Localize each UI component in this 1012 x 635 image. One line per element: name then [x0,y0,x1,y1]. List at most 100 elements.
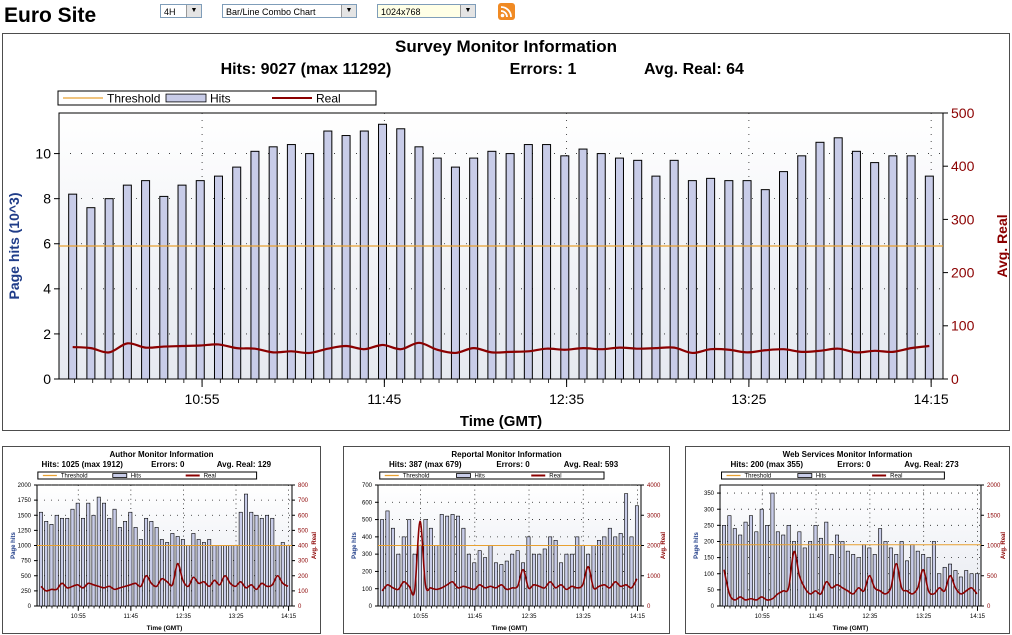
errors-summary: Errors: 1 [510,61,577,78]
hits-bar [748,515,753,607]
hits-bar [856,557,861,607]
hits-bar [159,195,169,380]
hits-summary: Hits: 387 (max 679) [389,460,462,469]
hits-bar [196,539,201,607]
hits-bar [727,515,732,607]
avg-real-summary: Avg. Real: 273 [904,460,959,469]
legend-threshold-label: Threshold [107,91,160,105]
hits-bar [548,536,553,607]
hits-bar [68,193,78,380]
hits-bar [286,144,296,380]
hits-bar [596,153,606,380]
hits-bar [488,545,493,607]
hits-bar [586,553,591,607]
y2-axis-title: Avg. Real [1001,532,1007,559]
hits-bar [504,560,509,607]
y-tick-label: 500 [21,574,32,580]
hits-bar [170,533,175,607]
legend-threshold-label: Threshold [61,474,88,480]
hits-bar [553,540,558,607]
hits-bar [743,521,748,607]
y2-tick-label: 0 [987,604,991,610]
hits-bar [228,545,233,607]
hits-bar [899,541,904,607]
hits-bar [722,525,726,607]
y2-tick-label: 2000 [647,544,661,550]
y-tick-label: 300 [362,552,373,558]
hits-bar [81,517,85,607]
hits-bar [624,493,629,607]
x-axis-title: Time (GMT) [147,625,183,632]
hits-bar [186,545,191,607]
hits-bar [840,541,845,607]
hits-bar [779,171,789,380]
legend-real-label: Real [316,91,341,105]
x-tick-label: 13:25 [576,614,592,620]
y-tick-label: 1500 [18,513,32,519]
hits-bar [851,554,856,607]
y-tick-label: 50 [707,588,714,594]
hits-bar [906,155,916,380]
x-tick-label: 14:15 [970,614,986,620]
avg-real-summary: Avg. Real: 593 [564,460,619,469]
hits-bar [910,544,915,607]
hits-bar [65,517,70,607]
hits-bar [195,180,205,380]
hits-bar [633,159,643,380]
hits-bar [818,537,823,607]
reportal-monitor-panel: Reportal Monitor Information Hits: 387 (m… [343,446,670,634]
hits-bar [244,493,248,607]
legend-threshold-label: Threshold [403,474,430,480]
hits-bar [133,527,138,607]
hits-bar [564,553,569,607]
legend-hits-swatch [797,473,813,478]
hits-bar [602,536,607,607]
rss-feed-icon[interactable] [498,3,515,20]
hits-bar [432,157,442,380]
hits-bar [591,545,596,607]
y-axis-title: Page hits [11,532,17,559]
errors-summary: Errors: 0 [837,460,871,469]
hits-bar [765,525,770,607]
hits-summary: Hits: 200 (max 355) [731,460,804,469]
hits-bar [107,517,112,607]
hits-bar [401,536,406,607]
hits-bar [305,153,315,380]
y2-tick-label: 600 [298,513,309,519]
y2-axis-title: Avg. Real [312,532,318,559]
hits-bar [614,157,624,380]
hits-bar [560,155,570,380]
y2-tick-label: 300 [951,211,975,227]
hits-bar [629,536,634,607]
hits-bar [948,563,953,607]
chart-title: Author Monitor Information [110,450,214,459]
hits-bar [91,514,96,607]
hits-bar [450,514,455,607]
hits-bar [472,562,477,607]
legend-threshold-label: Threshold [745,474,772,480]
hits-bar [754,531,759,607]
y-tick-label: 0 [28,604,32,610]
x-tick-label: 14:15 [630,614,646,620]
hits-bar [862,544,866,607]
errors-summary: Errors: 0 [151,460,185,469]
hits-bar [669,159,679,380]
hits-bar [969,573,974,607]
hits-bar [487,150,497,380]
y-tick-label: 6 [43,236,51,252]
y-tick-label: 1250 [18,528,32,534]
hits-bar [38,511,43,607]
hits-bar [931,541,936,607]
legend-hits-swatch [456,473,471,478]
hits-bar [515,550,520,607]
resolution-select[interactable]: 1024x768 ▼ [377,4,476,18]
y2-tick-label: 200 [951,265,975,281]
hits-bar [180,539,185,607]
y2-tick-label: 100 [951,318,975,334]
period-select[interactable]: 4H ▼ [160,4,202,18]
hits-bar [233,545,238,607]
y2-tick-label: 500 [951,105,975,121]
chart-type-select[interactable]: Bar/Line Combo Chart ▼ [222,4,357,18]
hits-bar [407,519,412,607]
y2-tick-label: 300 [298,559,309,565]
